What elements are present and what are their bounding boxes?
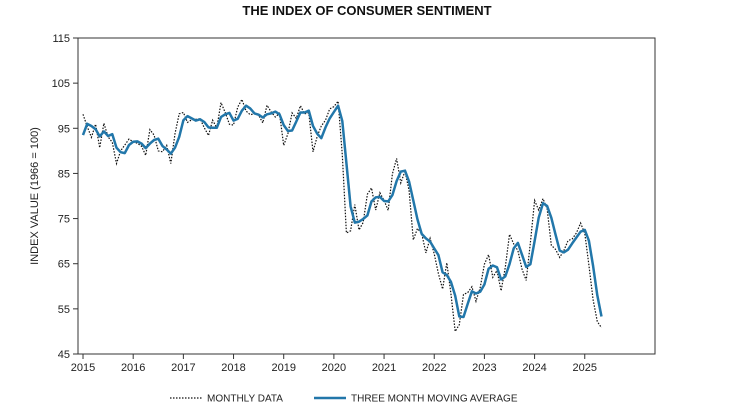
series-line-monthly-data [82, 97, 602, 334]
y-tick-label: 55 [58, 304, 70, 316]
x-tick-label: 2016 [121, 362, 145, 374]
legend: MONTHLY DATA THREE MONTH MOVING AVERAGE [170, 394, 518, 405]
x-tick-label: 2019 [271, 362, 295, 374]
x-tick-label: 2024 [522, 362, 546, 374]
series-layer [81, 97, 603, 334]
x-tick-label: 2015 [71, 362, 95, 374]
plot-area-frame [77, 37, 656, 355]
y-tick-label: 105 [52, 78, 70, 90]
legend-label-monthly-data: MONTHLY DATA [207, 394, 283, 405]
legend-label-three-month-moving-average: THREE MONTH MOVING AVERAGE [351, 394, 518, 405]
x-tick-label: 2021 [372, 362, 396, 374]
x-tick-label: 2022 [422, 362, 446, 374]
x-tick-label: 2023 [472, 362, 496, 374]
x-tick-label: 2020 [322, 362, 346, 374]
y-tick-label: 115 [52, 33, 70, 45]
y-axis-ticks: 45 55 65 75 85 95 105 115 [52, 33, 78, 361]
y-tick-label: 85 [58, 168, 70, 180]
y-tick-label: 65 [58, 259, 70, 271]
series-line-three-month-moving-average [81, 104, 603, 319]
x-axis-ticks: 2015 2016 2017 2018 2019 2020 2021 2022 2023 2024… [71, 354, 597, 374]
x-tick-label: 2018 [221, 362, 245, 374]
chart-title: THE INDEX OF CONSUMER SENTIMENT [242, 3, 491, 18]
x-tick-label: 2017 [171, 362, 195, 374]
y-tick-label: 75 [58, 214, 70, 226]
y-tick-label: 95 [58, 123, 70, 135]
y-tick-label: 45 [58, 349, 70, 361]
y-axis-label: INDEX VALUE (1966 = 100) [29, 127, 41, 265]
x-tick-label: 2025 [573, 362, 597, 374]
